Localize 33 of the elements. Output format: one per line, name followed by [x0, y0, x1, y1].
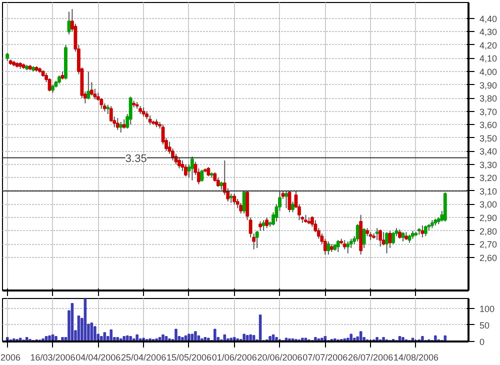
y-tick-label: 4,20	[480, 40, 498, 50]
x-tick-label: 20/06/2006	[257, 352, 302, 362]
y-tick-label: 0	[480, 337, 485, 347]
y-tick-label: 3,60	[480, 120, 498, 130]
y-tick-label: 4,00	[480, 67, 498, 78]
y-tick-label: 50	[480, 320, 490, 330]
y-tick-label: 2,80	[480, 226, 498, 236]
ref-line-label: 3.35	[125, 152, 147, 165]
y-tick-label: 2,70	[480, 240, 498, 250]
y-tick-label: 2,60	[480, 252, 498, 263]
y-tick-label: 3,00	[480, 200, 498, 210]
x-tick-label: 15/05/2006	[166, 352, 212, 362]
y-tick-label: 100	[480, 304, 495, 314]
y-tick-label: 4,10	[480, 54, 498, 64]
x-tick-label: 25/04/2006	[121, 352, 166, 362]
x-tick-label: 26/07/2006	[348, 352, 394, 362]
y-tick-label: 4,30	[480, 27, 498, 38]
x-tick-label: 2006	[0, 352, 21, 362]
x-tick-label: 07/07/2006	[302, 352, 348, 362]
y-tick-label: 3,10	[480, 186, 498, 196]
y-tick-label: 3,30	[480, 160, 498, 170]
y-tick-label: 3,90	[480, 80, 498, 90]
y-tick-label: 3,70	[480, 106, 498, 117]
y-tick-label: 3,80	[480, 94, 498, 104]
y-tick-label: 3,40	[480, 146, 498, 157]
x-tick-label: 04/04/2006	[76, 352, 121, 362]
y-tick-label: 2,90	[480, 213, 498, 224]
x-tick-label: 01/06/2006	[212, 352, 257, 362]
y-tick-label: 3,20	[480, 173, 498, 184]
x-tick-label: 16/03/2006	[30, 352, 76, 362]
x-tick-label: 14/08/2006	[393, 352, 438, 362]
y-tick-label: 3,50	[480, 133, 498, 144]
y-tick-label: 4,40	[480, 14, 498, 24]
